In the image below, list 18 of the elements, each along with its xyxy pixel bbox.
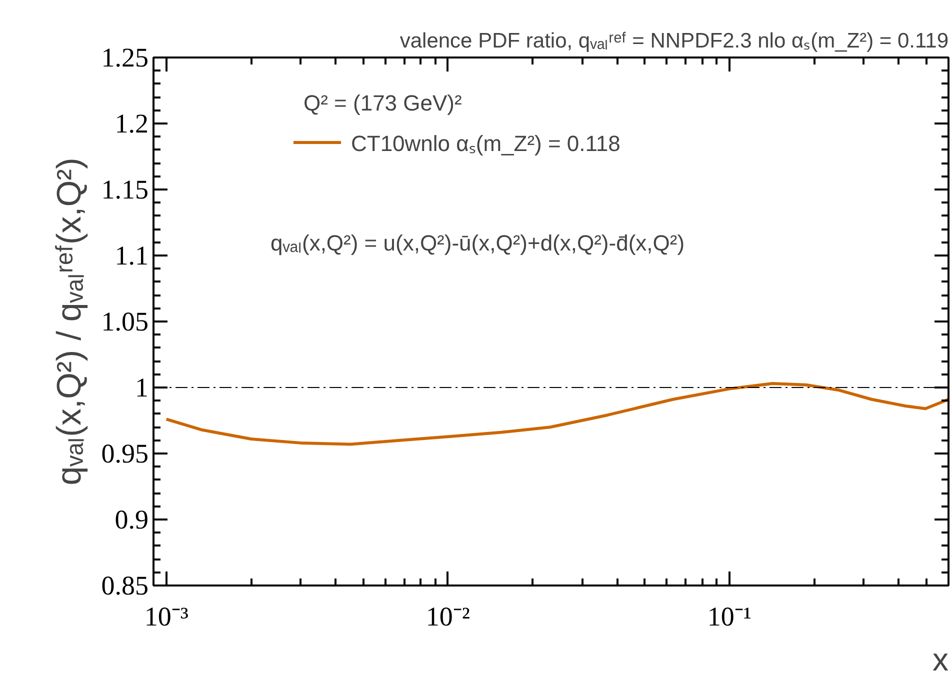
annotation: qᵥₐₗ(x,Q²) = u(x,Q²)-ū(x,Q²)+d(x,Q²)-d̄(x,Q²): [270, 230, 685, 256]
x-tick-label: 10⁻²: [426, 602, 470, 632]
y-tick-label: 1.2: [114, 108, 148, 138]
y-tick-label: 1.1: [114, 240, 148, 270]
y-tick-label: 0.95: [101, 438, 148, 468]
y-tick-label: 0.9: [114, 504, 148, 534]
y-axis-title: qᵥₐₗ(x,Q²) / qᵥₐₗʳᵉᶠ(x,Q²): [50, 158, 88, 486]
y-tick-label: 1.25: [101, 42, 148, 72]
x-tick-label: 10⁻¹: [707, 602, 752, 632]
legend-label: CT10wnlo αₛ(m_Z²) = 0.118: [351, 130, 620, 157]
y-tick-label: 1.05: [101, 306, 148, 336]
x-axis-title: x: [932, 642, 948, 678]
annotation: Q² = (173 GeV)²: [304, 90, 462, 116]
y-tick-label: 0.85: [101, 570, 148, 600]
x-tick-label: 10⁻³: [144, 602, 188, 632]
y-tick-label: 1: [135, 372, 148, 402]
y-tick-label: 1.15: [101, 174, 148, 204]
chart-title: valence PDF ratio, qᵥₐₗʳᵉᶠ = NNPDF2.3 nlo αₛ(m_Z²) = 0.119: [400, 30, 949, 52]
